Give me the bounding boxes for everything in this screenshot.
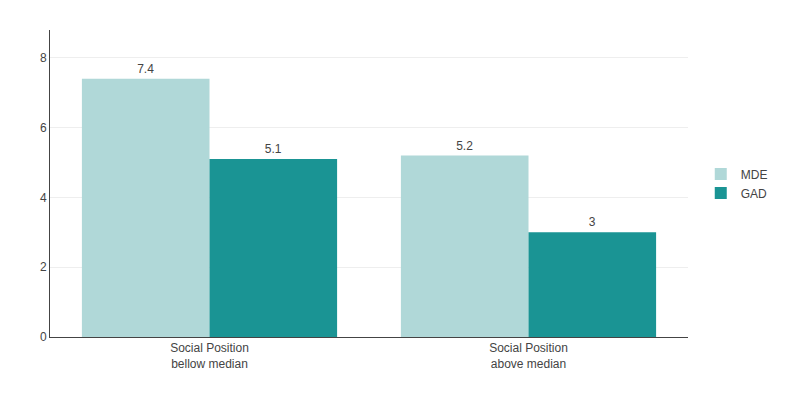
svg-text:4: 4: [40, 191, 47, 205]
svg-text:0: 0: [40, 330, 47, 344]
svg-text:5.1: 5.1: [265, 142, 282, 156]
svg-text:8: 8: [40, 51, 47, 65]
svg-text:Social Positionbellow median: Social Positionbellow median: [170, 341, 249, 371]
svg-text:5.2: 5.2: [456, 139, 473, 153]
svg-text:7.4: 7.4: [137, 62, 154, 76]
svg-text:3: 3: [589, 215, 596, 229]
svg-text:2: 2: [40, 260, 47, 274]
svg-text:GAD: GAD: [741, 187, 767, 201]
svg-text:MDE: MDE: [741, 168, 768, 182]
svg-text:Social Positionabove median: Social Positionabove median: [489, 341, 568, 371]
svg-text:6: 6: [40, 121, 47, 135]
